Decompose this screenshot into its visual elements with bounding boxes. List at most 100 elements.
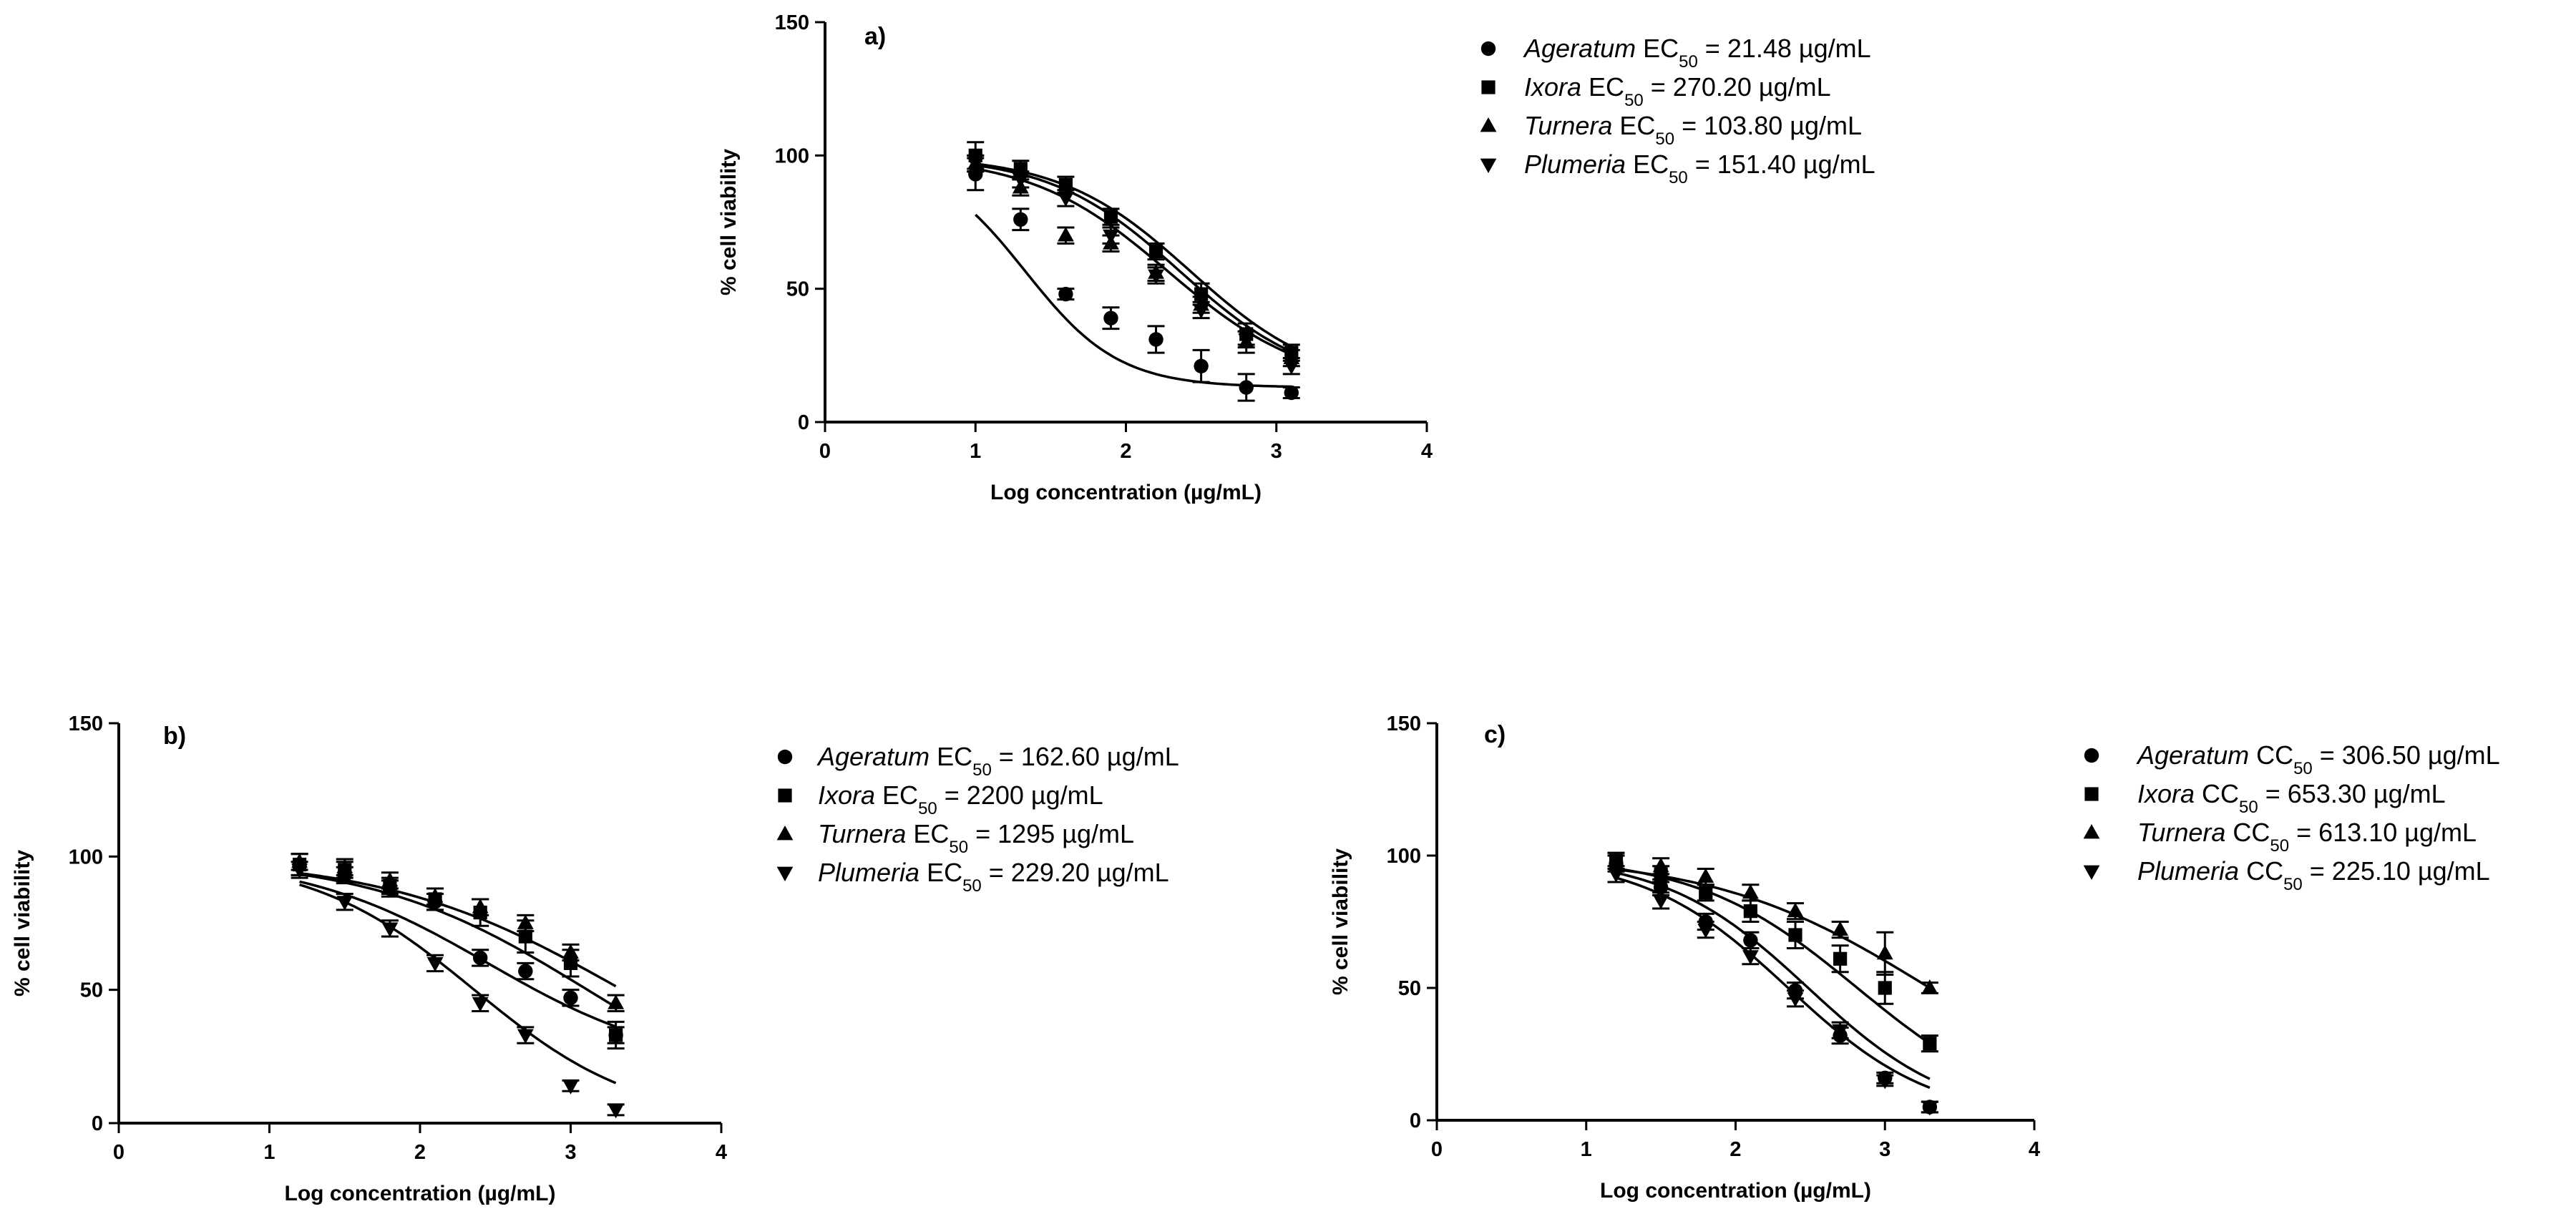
data-point — [1833, 951, 1848, 966]
x-tick-label: 3 — [1879, 1138, 1890, 1161]
y-tick-label: 50 — [1398, 977, 1421, 1000]
data-point — [1608, 852, 1624, 867]
data-point — [426, 888, 444, 903]
panel-label: a) — [864, 23, 886, 50]
y-tick-label: 50 — [786, 278, 809, 301]
legend-label: Ageratum EC50 = 21.48 µg/mL — [1523, 34, 1871, 72]
legend-entry-ixora: Ixora CC50 = 653.30 µg/mL — [2084, 779, 2446, 817]
data-point — [1148, 332, 1163, 347]
y-tick-label: 0 — [1410, 1110, 1421, 1132]
legend-label: Plumeria EC50 = 229.20 µg/mL — [818, 858, 1169, 896]
legend-entry-ixora: Ixora EC50 = 270.20 µg/mL — [1481, 72, 1831, 110]
legend-marker — [2084, 748, 2099, 763]
x-tick-label: 2 — [414, 1141, 426, 1164]
legend-marker — [2083, 824, 2100, 839]
y-tick-label: 50 — [80, 979, 103, 1002]
data-point — [517, 914, 534, 929]
data-point — [381, 922, 399, 937]
x-tick-label: 3 — [1271, 440, 1282, 463]
data-point — [1193, 304, 1210, 319]
fit-curve — [975, 164, 1292, 353]
data-point — [472, 899, 489, 914]
data-point — [518, 964, 533, 979]
data-point — [518, 929, 532, 944]
legend-marker — [2083, 865, 2100, 880]
legend-marker — [776, 866, 794, 881]
y-tick-label: 0 — [798, 411, 809, 434]
data-point — [1194, 358, 1209, 373]
legend-marker — [1481, 80, 1496, 94]
x-axis-title: Log concentration (µg/mL) — [1600, 1179, 1871, 1203]
legend-entry-ageratum: Ageratum EC50 = 21.48 µg/mL — [1480, 34, 1871, 72]
data-point — [1058, 227, 1074, 242]
legend-marker — [2084, 787, 2099, 801]
data-point — [1788, 928, 1802, 942]
fit-curve — [299, 880, 617, 1028]
data-point — [1058, 192, 1074, 207]
data-point — [1923, 1037, 1937, 1051]
data-point — [608, 1103, 625, 1119]
x-tick-label: 1 — [1581, 1138, 1592, 1161]
legend-label: Turnera CC50 = 613.10 µg/mL — [2137, 818, 2477, 856]
series-plumeria — [291, 861, 625, 1119]
chart-panel-1: 0 1 2 3 4 0 50 100 150 Log concentration (µg/mL)%… — [11, 713, 1179, 1205]
data-point — [336, 858, 353, 873]
legend-entry-ixora: Ixora EC50 = 2200 µg/mL — [778, 780, 1103, 818]
series-plumeria — [967, 154, 1300, 376]
panel-label: b) — [163, 723, 186, 750]
data-point — [1787, 902, 1804, 918]
data-point — [1058, 286, 1073, 302]
x-tick-label: 4 — [716, 1141, 727, 1164]
fit-curve — [975, 167, 1292, 356]
y-tick-label: 150 — [1387, 713, 1421, 735]
data-point — [381, 871, 399, 887]
legend-entry-turnera: Turnera CC50 = 613.10 µg/mL — [2083, 818, 2477, 856]
data-point — [609, 1028, 623, 1042]
legend-entry-ageratum: Ageratum CC50 = 306.50 µg/mL — [2084, 740, 2500, 778]
x-axis-title: Log concentration (µg/mL) — [285, 1182, 556, 1205]
series-plumeria — [1607, 865, 1938, 1116]
fit-curve — [1616, 876, 1931, 1090]
legend-marker — [1480, 158, 1497, 173]
data-point — [1787, 992, 1804, 1007]
x-tick-label: 4 — [1421, 440, 1433, 463]
data-point — [1013, 212, 1028, 227]
legend-entry-plumeria: Plumeria EC50 = 151.40 µg/mL — [1480, 150, 1875, 187]
data-point — [1608, 868, 1624, 883]
legend-label: Ixora EC50 = 270.20 µg/mL — [1524, 72, 1831, 110]
y-axis-title: % cell viability — [717, 149, 741, 295]
x-tick-label: 0 — [113, 1141, 125, 1164]
data-point — [1283, 360, 1300, 375]
data-point — [1921, 1101, 1938, 1116]
data-point — [1012, 173, 1029, 188]
data-point — [1742, 950, 1759, 965]
data-point — [563, 990, 578, 1006]
chart-panel-2: 0 1 2 3 4 0 50 100 150 Log concentration (µg/mL)%… — [1329, 713, 2500, 1203]
data-point — [1742, 883, 1759, 899]
legend-marker — [776, 826, 794, 841]
x-axis-title: Log concentration (µg/mL) — [990, 481, 1262, 504]
x-tick-label: 4 — [2029, 1138, 2040, 1161]
legend-entry-plumeria: Plumeria EC50 = 229.20 µg/mL — [776, 858, 1169, 896]
data-point — [426, 957, 444, 972]
data-point — [562, 944, 579, 959]
data-point — [1697, 868, 1714, 883]
data-point — [1743, 904, 1757, 919]
x-tick-label: 3 — [565, 1141, 576, 1164]
data-point — [967, 157, 984, 172]
data-point — [608, 994, 625, 1009]
legend-entry-turnera: Turnera EC50 = 1295 µg/mL — [776, 819, 1134, 857]
fit-curve — [299, 873, 617, 1009]
x-tick-label: 1 — [263, 1141, 275, 1164]
legend-label: Turnera EC50 = 1295 µg/mL — [818, 819, 1134, 857]
data-point — [517, 1029, 534, 1044]
data-point — [1148, 269, 1164, 285]
legend-entry-ageratum: Ageratum EC50 = 162.60 µg/mL — [777, 742, 1179, 780]
data-point — [1878, 981, 1892, 995]
legend-label: Plumeria EC50 = 151.40 µg/mL — [1524, 150, 1875, 187]
legend-marker — [778, 788, 792, 803]
legend-entry-turnera: Turnera EC50 = 103.80 µg/mL — [1480, 111, 1862, 149]
y-axis-title: % cell viability — [1329, 848, 1352, 995]
data-point — [1652, 894, 1669, 909]
